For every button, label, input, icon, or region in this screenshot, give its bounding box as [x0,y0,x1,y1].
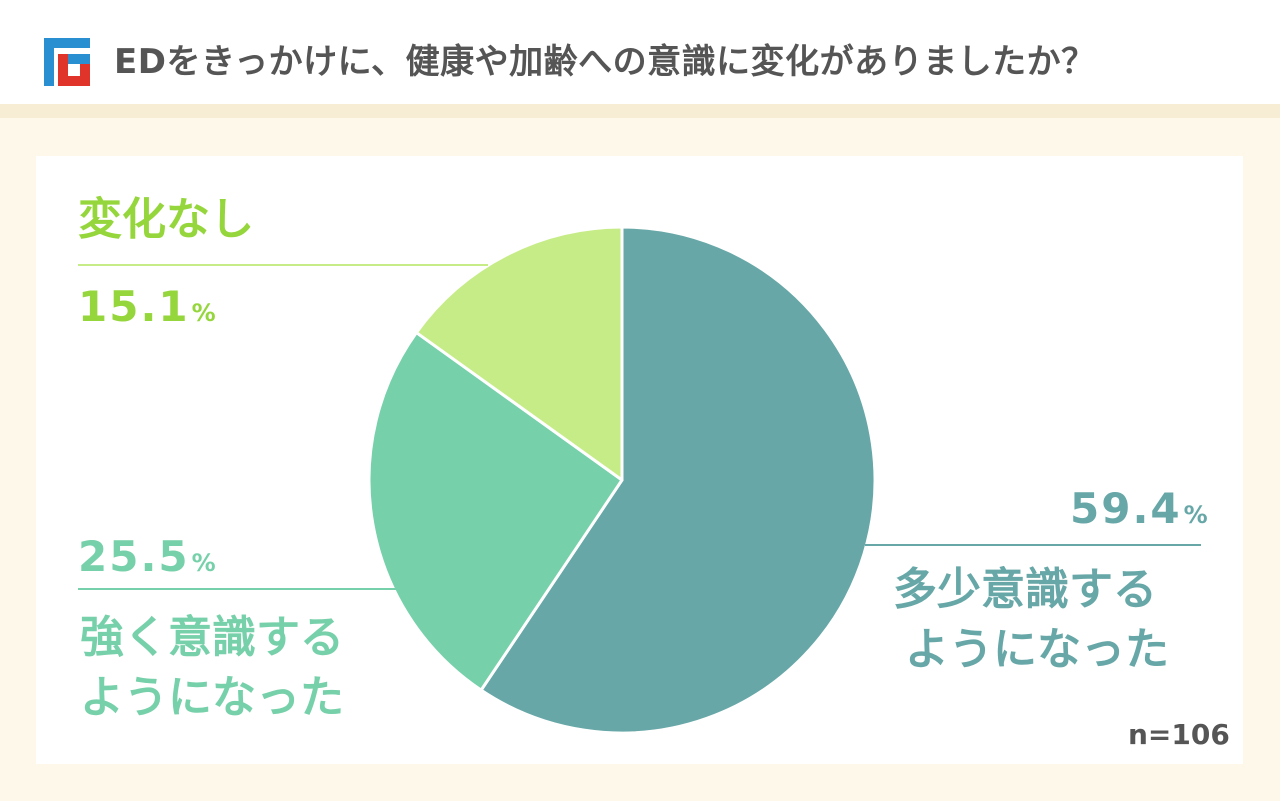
leader-line-strongly-conscious [78,588,396,590]
value-much-conscious-number: 59.4 [1070,484,1182,533]
label-no-change: 変化なし [78,194,254,245]
value-strongly-conscious-unit: % [191,549,216,577]
leader-line-much-conscious [865,544,1201,546]
value-strongly-conscious: 25.5% [78,536,216,578]
value-much-conscious-unit: % [1183,501,1208,529]
label-strongly-conscious-line2: ようになった [80,672,344,723]
value-no-change-number: 15.1 [78,282,190,331]
value-no-change-unit: % [191,299,216,327]
pie-slice-strongly-conscious [367,331,624,692]
pie-slice-no-change [414,225,624,482]
header-bar: EDをきっかけに、健康や加齢への意識に変化がありましたか？ [0,0,1280,104]
brand-logo-icon [44,38,90,86]
pie-slice-much-conscious [479,225,877,735]
label-strongly-conscious-line1: 強く意識する [80,612,344,663]
value-much-conscious: 59.4% [1070,488,1208,530]
sample-size-label: n=106 [1128,718,1230,751]
label-much-conscious-line1: 多少意識する [893,564,1157,615]
page-title: EDをきっかけに、健康や加齢への意識に変化がありましたか？ [114,42,1096,82]
leader-line-no-change [78,264,488,266]
value-no-change: 15.1% [78,286,216,328]
header-divider [0,104,1280,118]
label-much-conscious-line2: ようになった [905,624,1169,675]
value-strongly-conscious-number: 25.5 [78,532,190,581]
